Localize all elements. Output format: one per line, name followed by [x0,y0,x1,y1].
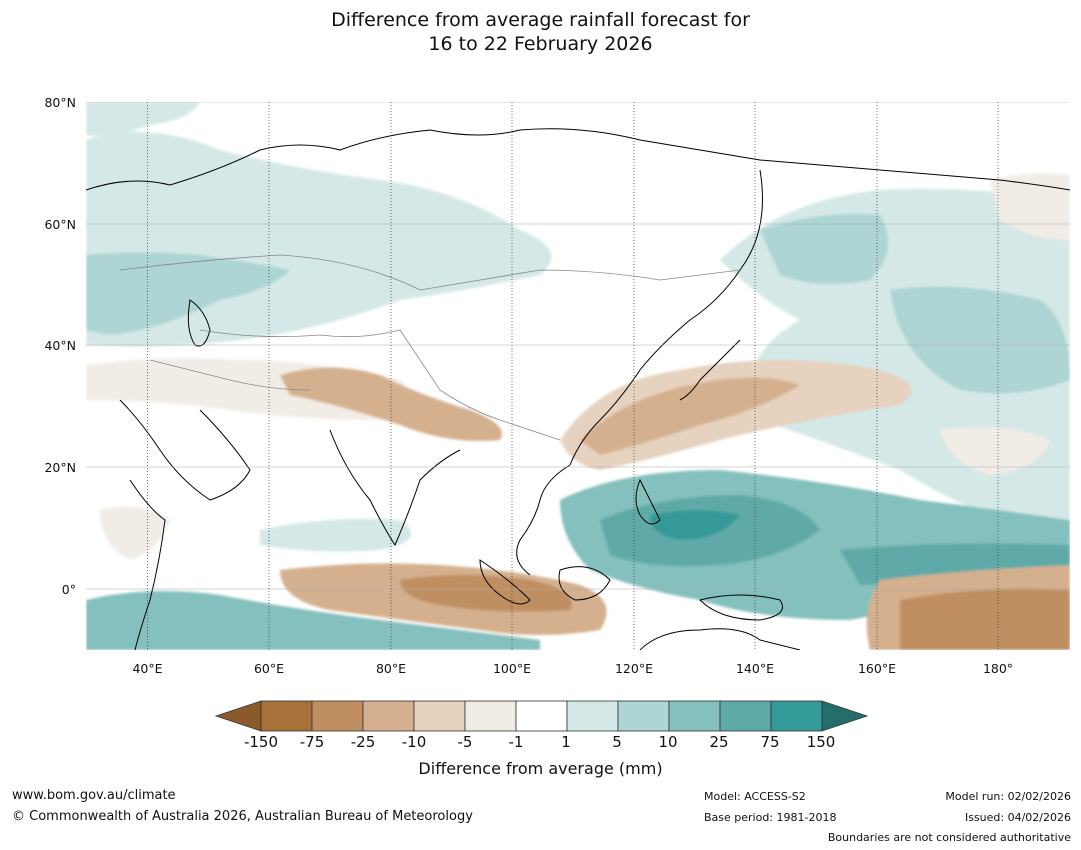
coastline-caspian [187,299,211,347]
dry-region-tibet [280,367,502,441]
base-period: Base period: 1981-2018 [704,811,837,824]
colorbar-tick: -25 [350,733,376,751]
map-panel [86,102,1070,650]
lat-label-40n: 40°N [44,338,76,353]
issued-date: Issued: 04/02/2026 [964,811,1071,824]
map-title: Difference from average rainfall forecas… [0,8,1081,56]
colorbar-bin [719,700,772,732]
wet-region-arctic [86,102,200,137]
lon-label-180: 180° [982,661,1014,676]
coastline-indochina [516,464,571,576]
lat-label-20n: 20°N [44,460,76,475]
coastline-new-guinea [699,594,783,621]
colorbar-tick: 150 [806,733,836,751]
lat-label-80n: 80°N [44,95,76,110]
colorbar-tick: -75 [299,733,325,751]
dry-region-china-coast [580,377,800,455]
colorbar-bin [260,700,313,732]
colorbar-tick: 25 [709,733,729,751]
anomaly-shading [86,102,1070,650]
title-line-2: 16 to 22 February 2026 [428,33,653,55]
lon-label-140e: 140°E [735,661,774,676]
colorbar-tick: 10 [658,733,678,751]
border-middle-east [149,359,311,391]
colorbar-tick: 1 [561,733,571,751]
colorbar-bin [362,700,415,732]
colorbar-tick: -10 [401,733,427,751]
coastline-australia [639,628,801,650]
coastline-india [329,429,461,547]
coastlines [86,128,1070,650]
colorbar-tick: -5 [457,733,473,751]
dry-region-indonesia [400,575,572,612]
colorbar-bin [566,700,619,732]
website-link[interactable]: www.bom.gov.au/climate [12,788,176,803]
coastline-philippines [635,478,661,525]
border-russia-south [119,254,741,291]
lon-label-60e: 60°E [253,661,285,676]
dry-region-east-africa [100,506,170,560]
wet-region-kamchatka [760,214,888,284]
colorbar-tick: 75 [760,733,780,751]
colorbar-arrow-low [214,700,262,732]
dry-region-ne-pacific [990,173,1070,240]
model-name: Model: ACCESS-S2 [704,790,806,803]
colorbar-tick: -150 [243,733,279,751]
wet-region-central-pacific [890,286,1070,394]
colorbar-title: Difference from average (mm) [418,759,663,778]
coastline-borneo [558,566,611,601]
dry-region-tropical-east [940,426,1050,475]
coastline-japan [679,339,741,401]
lat-label-60n: 60°N [44,217,76,232]
lon-label-160e: 160°E [857,661,896,676]
colorbar-bin [311,700,364,732]
colorbar-bin [413,700,466,732]
colorbar-bin [515,700,568,732]
colorbar-tick: 5 [612,733,622,751]
colorbar-bin [464,700,517,732]
colorbar-bin [770,700,823,732]
graticule [86,102,1070,590]
wet-region-caspian [86,252,290,335]
wet-region-core [650,510,740,540]
colorbar [214,700,869,732]
dry-region-coral-sea [900,588,1070,650]
colorbar-bin [668,700,721,732]
graticule-meridians [147,102,999,650]
border-china-west [399,329,561,441]
lon-label-100e: 100°E [492,661,531,676]
copyright-text: © Commonwealth of Australia 2026, Austra… [12,809,473,824]
colorbar-bin [617,700,670,732]
coastline-arctic [86,128,1070,191]
lon-label-120e: 120°E [614,661,653,676]
dry-region-east-asia [560,360,912,470]
lon-label-80e: 80°E [375,661,407,676]
lon-label-40e: 40°E [132,661,163,676]
lat-label-0: 0° [61,582,76,597]
wet-region-south-indian-ocean [86,591,540,650]
colorbar-tick: -1 [508,733,524,751]
country-borders [119,254,741,441]
border-central-asia [199,329,401,338]
model-run-date: Model run: 02/02/2026 [945,790,1071,803]
coastline-east-asia [569,169,763,466]
boundaries-disclaimer: Boundaries are not considered authoritat… [827,831,1071,844]
title-line-1: Difference from average rainfall forecas… [331,9,750,31]
coastline-sumatra [479,559,531,605]
colorbar-arrow-high [821,700,869,732]
coastline-east-africa [129,479,166,650]
wet-region-arabian-sea [260,518,412,552]
